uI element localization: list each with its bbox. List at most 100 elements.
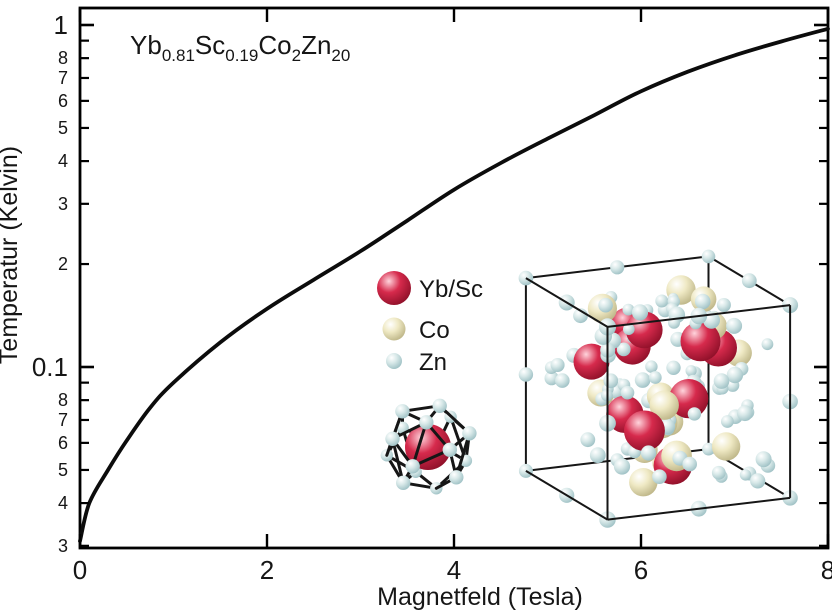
x-axis-label: Magnetfeld (Tesla): [377, 583, 583, 611]
co-atom: [711, 432, 741, 461]
zn-atom: [666, 360, 681, 375]
x-tick-label: 4: [447, 555, 461, 585]
x-tick-label: 2: [260, 555, 274, 585]
zn-atom: [682, 456, 697, 472]
cluster-inset: [380, 398, 477, 495]
zn-atom: [432, 398, 447, 413]
y-tick-label: 5: [58, 118, 68, 138]
zn-atom: [598, 297, 613, 313]
zn-atom: [711, 465, 726, 480]
unit-cell-inset: [518, 249, 799, 528]
title-segment: Co: [258, 30, 291, 60]
title-subscript: 0.81: [162, 46, 195, 65]
y-tick-label: 6: [58, 433, 68, 453]
zn-atom: [405, 459, 420, 474]
bond-line: [454, 431, 471, 479]
zn-atom: [462, 426, 477, 441]
y-tick-label: 7: [58, 410, 68, 430]
zn-atom: [655, 294, 669, 308]
zn-atom: [685, 365, 697, 377]
yb-atom: [680, 321, 721, 362]
zn-atom: [623, 323, 635, 336]
zn-atom: [737, 405, 753, 422]
y-tick-label: 4: [58, 151, 68, 171]
zn-atom: [613, 458, 631, 475]
zn-atom: [761, 338, 774, 351]
bond-line: [411, 420, 428, 468]
zn-atom: [701, 249, 716, 264]
zn-atom: [631, 304, 649, 321]
data-curve: [78, 26, 830, 543]
title-segment: Yb: [130, 30, 162, 60]
zn-atom: [603, 373, 619, 389]
co-atom: [629, 468, 658, 497]
yb-atom: [669, 379, 709, 419]
zn-atom: [713, 373, 730, 389]
x-tick-label: 6: [634, 555, 648, 585]
co-atom: [649, 390, 679, 420]
legend-sphere-zn: [386, 353, 402, 369]
legend-label-co: Co: [419, 317, 450, 344]
legend-sphere-yb: [377, 271, 411, 305]
yb-atom: [624, 410, 665, 452]
zn-atom: [518, 367, 534, 382]
y-tick-label: 4: [58, 493, 68, 513]
x-tick-label: 0: [73, 555, 87, 585]
zn-atom: [755, 451, 772, 468]
zn-atom: [610, 260, 625, 275]
zn-atom: [702, 442, 715, 456]
zn-atom: [589, 447, 606, 464]
zn-atom: [620, 385, 635, 400]
axis-text-layer: Yb0.81Sc0.19Co2Zn20 Magnetfeld (Tesla) T…: [0, 30, 583, 611]
zn-atom: [726, 366, 744, 384]
chart-title: Yb0.81Sc0.19Co2Zn20: [130, 30, 350, 65]
y-tick-label: 3: [58, 194, 68, 214]
title-subscript: 20: [331, 46, 350, 65]
zn-atom: [721, 415, 734, 428]
curve-layer: [78, 26, 830, 543]
zn-atom: [419, 415, 434, 430]
y-tick-label: 8: [58, 48, 68, 68]
legend-sphere-co: [382, 317, 406, 341]
zn-atom: [648, 371, 662, 384]
yb-atom: [573, 343, 610, 380]
zn-atom: [716, 298, 731, 312]
zn-atom: [750, 473, 766, 489]
zn-atom: [687, 407, 702, 421]
zn-atom: [694, 293, 711, 310]
y-tick-label: 2: [58, 254, 68, 274]
zn-atom: [652, 469, 667, 485]
x-tick-label: 8: [821, 555, 832, 585]
zn-atom: [385, 431, 400, 446]
y-tick-label: 5: [58, 460, 68, 480]
zn-atom: [396, 475, 411, 490]
zn-atom: [703, 311, 720, 329]
y-axis-label: Temperatur (Kelvin): [0, 146, 23, 364]
zn-atom: [580, 432, 596, 448]
zn-atom: [550, 358, 565, 372]
title-subscript: 0.19: [225, 46, 258, 65]
zn-atom: [616, 342, 631, 357]
legend: Yb/Sc Co Zn: [377, 271, 483, 376]
cell-edge: [525, 277, 609, 328]
zn-atom: [442, 442, 457, 457]
cell-edge: [607, 496, 791, 521]
y-tick-label: 1: [54, 10, 68, 40]
cell-edge: [607, 304, 791, 328]
y-tick-label: 6: [58, 91, 68, 111]
title-subscript: 2: [292, 46, 301, 65]
zn-atom: [741, 273, 757, 289]
cell-edge: [525, 470, 609, 521]
zn-atom: [640, 445, 657, 461]
title-segment: Sc: [195, 30, 225, 60]
bond-line: [391, 437, 405, 485]
title-segment: Zn: [301, 30, 331, 60]
zn-atom: [634, 372, 651, 388]
y-tick-label: 7: [58, 68, 68, 88]
legend-label-zn: Zn: [419, 349, 447, 376]
y-tick-label: 3: [58, 536, 68, 556]
zn-atom: [555, 373, 570, 388]
